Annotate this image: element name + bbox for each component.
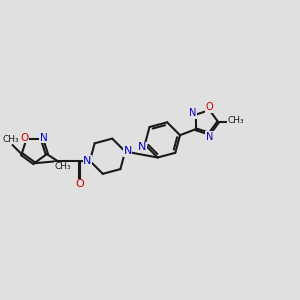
Text: O: O [21, 133, 29, 142]
Text: N: N [123, 146, 132, 156]
Text: N: N [40, 133, 47, 142]
Text: N: N [83, 155, 92, 166]
Text: CH₃: CH₃ [3, 135, 20, 144]
Text: CH₃: CH₃ [54, 162, 71, 171]
Text: N: N [190, 108, 197, 118]
Text: CH₃: CH₃ [228, 116, 244, 125]
Text: N: N [138, 142, 146, 152]
Text: O: O [76, 179, 85, 189]
Text: O: O [206, 102, 213, 112]
Text: N: N [206, 132, 213, 142]
